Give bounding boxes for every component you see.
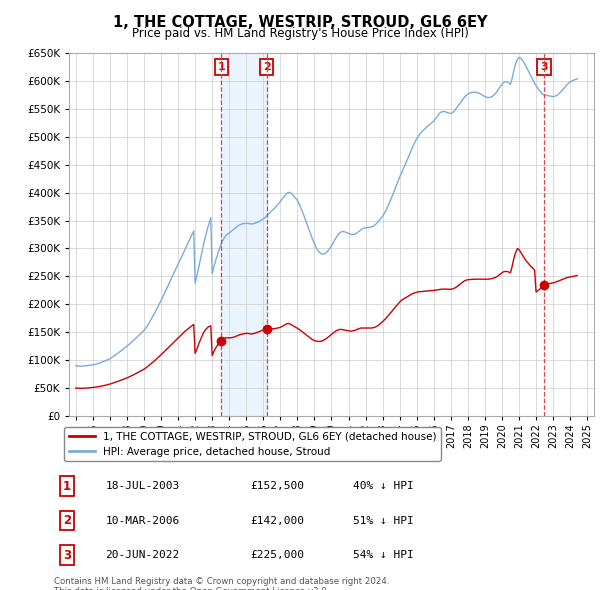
Text: 1, THE COTTAGE, WESTRIP, STROUD, GL6 6EY: 1, THE COTTAGE, WESTRIP, STROUD, GL6 6EY xyxy=(113,15,487,30)
Text: 51% ↓ HPI: 51% ↓ HPI xyxy=(353,516,414,526)
Text: 1: 1 xyxy=(63,480,71,493)
Text: 1: 1 xyxy=(218,62,225,72)
Text: 2: 2 xyxy=(263,62,271,72)
Text: 20-JUN-2022: 20-JUN-2022 xyxy=(106,550,180,560)
Text: 10-MAR-2006: 10-MAR-2006 xyxy=(106,516,180,526)
Text: 18-JUL-2003: 18-JUL-2003 xyxy=(106,481,180,491)
Text: 3: 3 xyxy=(63,549,71,562)
Text: £142,000: £142,000 xyxy=(250,516,304,526)
Text: £152,500: £152,500 xyxy=(250,481,304,491)
Text: Contains HM Land Registry data © Crown copyright and database right 2024.
This d: Contains HM Land Registry data © Crown c… xyxy=(54,577,389,590)
Text: 54% ↓ HPI: 54% ↓ HPI xyxy=(353,550,414,560)
Text: 2: 2 xyxy=(63,514,71,527)
Bar xyxy=(221,53,266,416)
Text: 40% ↓ HPI: 40% ↓ HPI xyxy=(353,481,414,491)
Text: £225,000: £225,000 xyxy=(250,550,304,560)
Legend: 1, THE COTTAGE, WESTRIP, STROUD, GL6 6EY (detached house), HPI: Average price, d: 1, THE COTTAGE, WESTRIP, STROUD, GL6 6EY… xyxy=(64,427,440,461)
Text: 3: 3 xyxy=(540,62,548,72)
Text: Price paid vs. HM Land Registry's House Price Index (HPI): Price paid vs. HM Land Registry's House … xyxy=(131,27,469,40)
